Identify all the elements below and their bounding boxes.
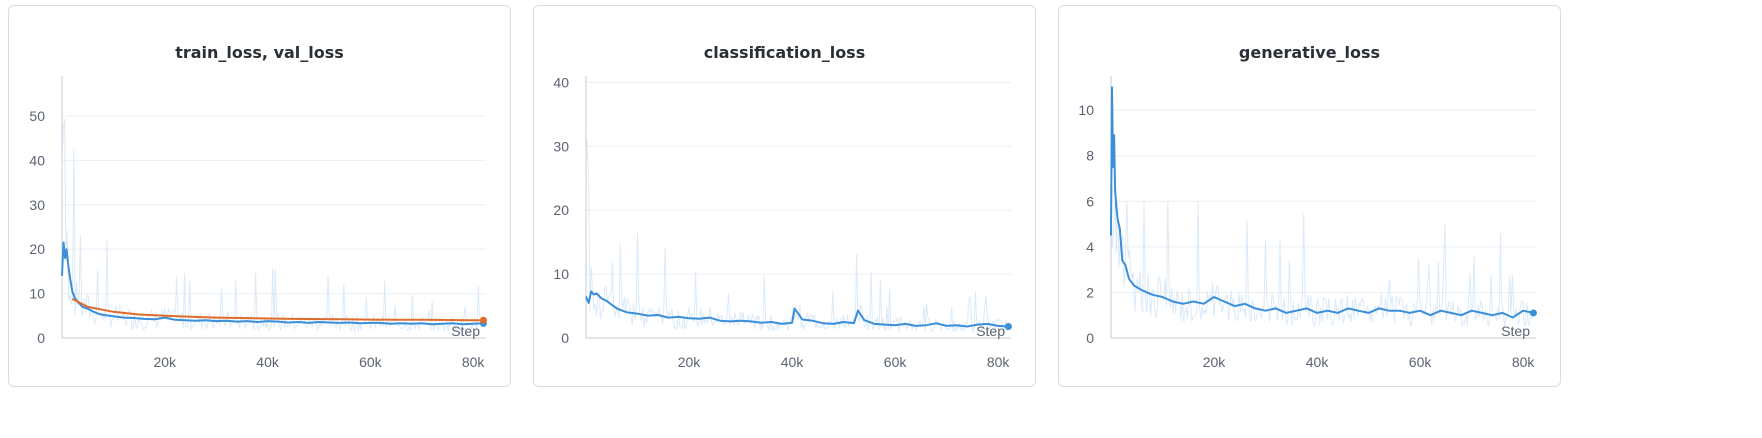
line-chart-train-val-loss[interactable]: 0 10 20 30 40 50 20k 40k 60k 80k Step: [9, 6, 512, 388]
x-tick-label: 20k: [678, 354, 702, 370]
series-end-point[interactable]: [1529, 309, 1537, 317]
raw-series-line: [61, 118, 484, 334]
x-tick-label: 60k: [884, 354, 908, 370]
raw-series-line: [1110, 201, 1534, 328]
x-axis-step-label: Step: [976, 323, 1005, 339]
y-tick-label: 10: [1078, 102, 1094, 118]
x-tick-label: 80k: [987, 354, 1011, 370]
x-tick-label: 80k: [462, 354, 486, 370]
x-axis-step-label: Step: [451, 323, 480, 339]
y-tick-label: 0: [37, 330, 45, 346]
y-tick-label: 0: [561, 330, 569, 346]
x-tick-label: 20k: [153, 354, 177, 370]
x-tick-label: 80k: [1512, 354, 1536, 370]
chart-panel-classification-loss: classification_loss 0 10 20 30 40 20k 40k 60k 80…: [533, 5, 1036, 387]
x-tick-label: 60k: [359, 354, 383, 370]
y-tick-label: 50: [29, 108, 45, 124]
series-end-point[interactable]: [1004, 322, 1012, 330]
y-tick-label: 0: [1086, 330, 1094, 346]
y-tick-label: 2: [1086, 284, 1094, 300]
x-tick-label: 40k: [256, 354, 280, 370]
series-line[interactable]: [1110, 86, 1534, 319]
y-tick-label: 6: [1086, 193, 1094, 209]
chart-panel-train-val-loss: train_loss, val_loss 0 10 20 30 40 50 20k 40k 60…: [8, 5, 511, 387]
x-tick-label: 40k: [1306, 354, 1330, 370]
y-tick-label: 30: [553, 138, 569, 154]
series-line[interactable]: [71, 298, 484, 322]
series-end-point[interactable]: [479, 316, 487, 324]
chart-title: generative_loss: [1238, 43, 1381, 62]
x-tick-label: 40k: [781, 354, 805, 370]
y-tick-label: 30: [29, 197, 45, 213]
y-tick-label: 10: [553, 266, 569, 282]
x-tick-label: 60k: [1409, 354, 1433, 370]
chart-title: classification_loss: [703, 43, 866, 62]
chart-title: train_loss, val_loss: [175, 43, 344, 62]
y-tick-label: 10: [29, 286, 45, 302]
raw-series-line: [585, 132, 1009, 333]
series-line[interactable]: [585, 290, 1009, 328]
line-chart-generative-loss[interactable]: 0 2 4 6 8 10 20k 40k 60k 80k Step: [1059, 6, 1562, 388]
y-tick-label: 40: [553, 74, 569, 90]
y-tick-label: 40: [29, 152, 45, 168]
line-chart-classification-loss[interactable]: 0 10 20 30 40 20k 40k 60k 80k Step: [534, 6, 1037, 388]
chart-panel-generative-loss: generative_loss 0 2 4 6 8 10 20k 40k 60k 80k Step: [1058, 5, 1561, 387]
x-tick-label: 20k: [1203, 354, 1227, 370]
x-axis-step-label: Step: [1501, 323, 1530, 339]
y-tick-label: 20: [29, 241, 45, 257]
y-tick-label: 4: [1086, 239, 1094, 255]
y-tick-label: 20: [553, 202, 569, 218]
y-tick-label: 8: [1086, 148, 1094, 164]
